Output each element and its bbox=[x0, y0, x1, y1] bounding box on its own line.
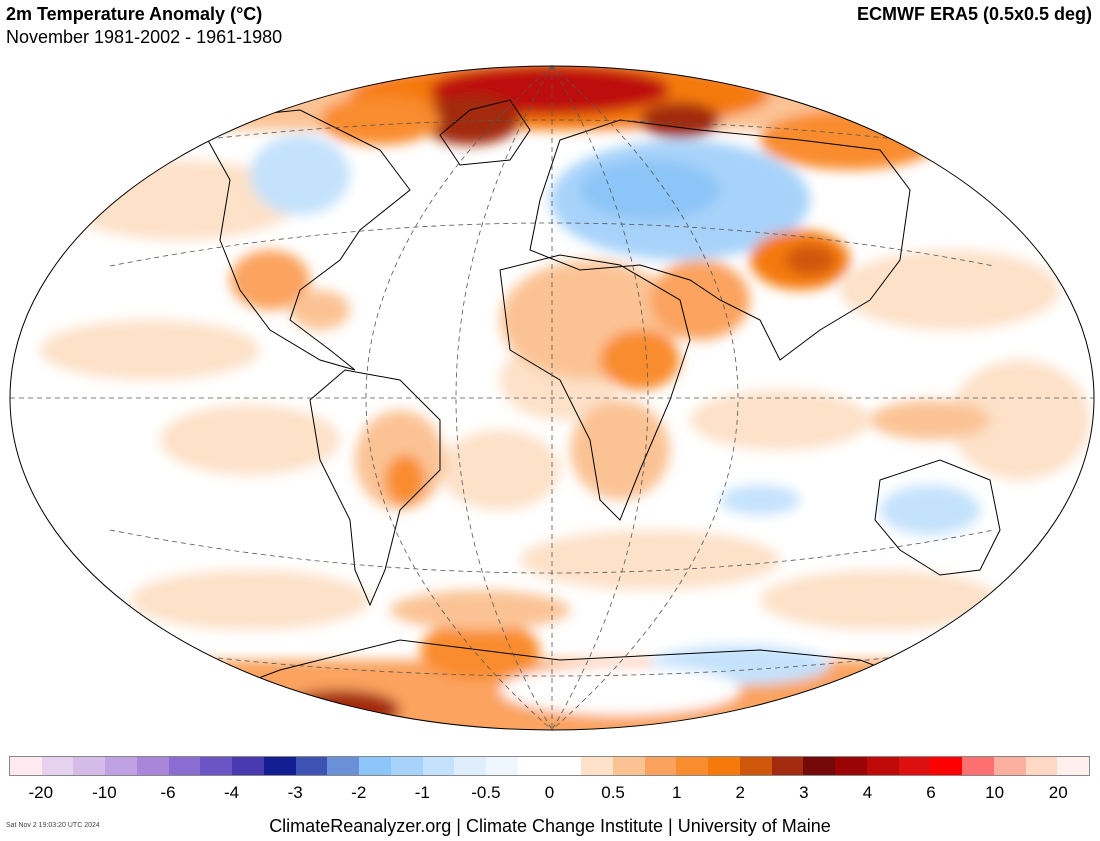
color-swatch bbox=[708, 757, 740, 775]
graticule bbox=[10, 66, 1094, 730]
color-swatch bbox=[644, 757, 677, 775]
color-swatch bbox=[771, 757, 804, 775]
color-swatch bbox=[581, 757, 613, 775]
scale-tick-label: 6 bbox=[926, 783, 936, 802]
color-swatch bbox=[200, 757, 233, 775]
color-swatch bbox=[263, 757, 296, 775]
color-swatch bbox=[10, 757, 42, 775]
timestamp: Sat Nov 2 19:03:20 UTC 2024 bbox=[6, 822, 100, 829]
scale-tick-label: -10 bbox=[92, 783, 117, 802]
color-swatch bbox=[359, 757, 391, 775]
color-swatch bbox=[1057, 757, 1089, 775]
color-swatch bbox=[803, 757, 836, 775]
color-swatch bbox=[835, 757, 867, 775]
color-swatch bbox=[549, 757, 582, 775]
scale-tick-label: 0.5 bbox=[601, 783, 625, 802]
scale-tick-label: 10 bbox=[985, 783, 1005, 802]
scale-tick-label: 3 bbox=[799, 783, 809, 802]
color-swatch bbox=[168, 757, 201, 775]
color-swatch bbox=[105, 757, 137, 775]
color-swatch bbox=[41, 757, 74, 775]
scale-tick-label: -1 bbox=[414, 783, 430, 802]
dataset-label: ECMWF ERA5 (0.5x0.5 deg) bbox=[856, 4, 1092, 24]
scale-tick-label: 1 bbox=[671, 783, 682, 802]
map-subtitle: November 1981-2002 - 1961-1980 bbox=[6, 27, 283, 47]
scale-tick-label: -2 bbox=[351, 783, 367, 802]
scale-tick-label: -6 bbox=[160, 783, 176, 802]
scale-tick-label: -20 bbox=[28, 783, 54, 802]
color-swatch bbox=[898, 757, 931, 775]
color-swatch bbox=[136, 757, 169, 775]
color-swatch bbox=[454, 757, 487, 775]
color-swatch bbox=[676, 757, 709, 775]
scale-tick-label: 20 bbox=[1048, 783, 1068, 802]
anomaly-field bbox=[10, 66, 1094, 730]
scale-tick-label: 0 bbox=[544, 783, 555, 802]
color-swatch bbox=[422, 757, 455, 775]
scale-tick-label: 2 bbox=[735, 783, 745, 802]
scale-tick-label: 4 bbox=[862, 783, 873, 802]
scale-tick-label: -0.5 bbox=[471, 783, 501, 802]
color-swatch bbox=[993, 757, 1026, 775]
color-swatch bbox=[390, 757, 423, 775]
color-swatch bbox=[486, 757, 518, 775]
color-swatch bbox=[612, 757, 645, 775]
color-swatch bbox=[73, 757, 106, 775]
scale-tick-label: -3 bbox=[287, 783, 303, 802]
color-swatch bbox=[1025, 757, 1058, 775]
color-swatch bbox=[295, 757, 328, 775]
map-outline bbox=[9, 65, 1095, 731]
color-scale-bar bbox=[9, 756, 1090, 776]
credit-line: ClimateReanalyzer.org | Climate Change I… bbox=[269, 816, 831, 836]
scale-tick-label: -4 bbox=[223, 783, 240, 802]
color-swatch bbox=[962, 757, 994, 775]
color-swatch bbox=[517, 757, 550, 775]
color-swatch bbox=[232, 757, 264, 775]
map-title: 2m Temperature Anomaly (°C) bbox=[6, 4, 263, 24]
color-swatch bbox=[327, 757, 360, 775]
color-swatch bbox=[930, 757, 963, 775]
color-swatch bbox=[866, 757, 899, 775]
color-swatch bbox=[739, 757, 772, 775]
anomaly-map bbox=[9, 65, 1095, 731]
coastlines bbox=[179, 99, 1001, 730]
